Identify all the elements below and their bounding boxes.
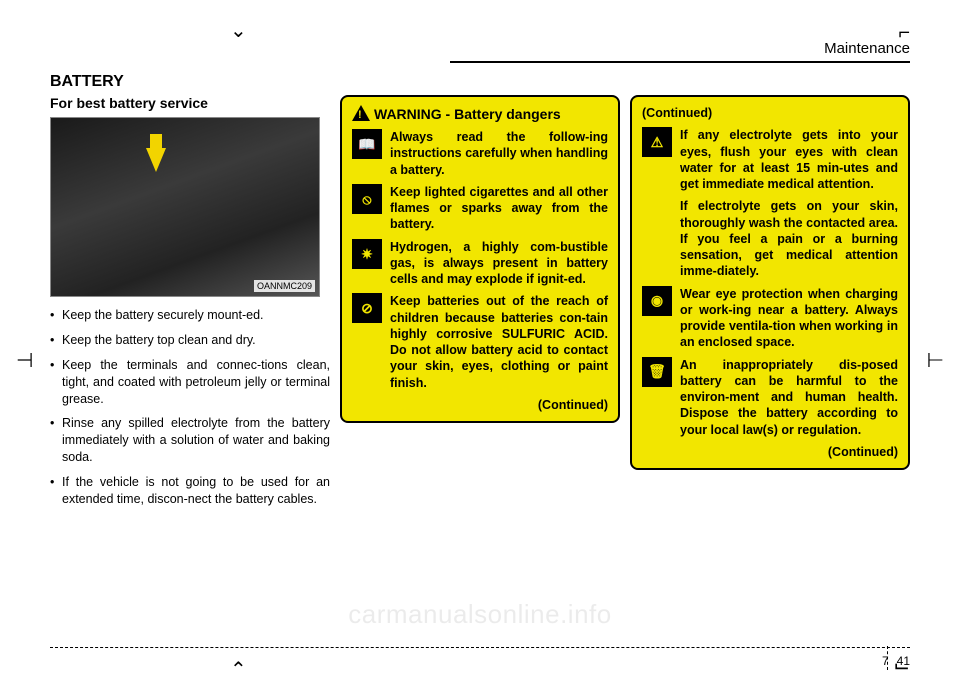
warning-triangle-icon [352,105,370,121]
manual-icon: 📖 [352,129,382,159]
warning-item: If electrolyte gets on your skin, thorou… [642,198,898,279]
goggles-icon: ◉ [642,286,672,316]
page-num: 41 [897,654,910,668]
warning-text: Keep lighted cigarettes and all other fl… [390,184,608,233]
warning-item: ⚠ If any electrolyte gets into your eyes… [642,127,898,192]
arrow-icon [146,148,166,172]
no-flame-icon: ⦸ [352,184,382,214]
warning-item: 📖 Always read the follow-ing instruction… [352,129,608,178]
column-3: (Continued) ⚠ If any electrolyte gets in… [630,95,910,516]
crop-mark: ⊣ [16,348,33,373]
warning-text: Keep batteries out of the reach of child… [390,293,608,391]
warning-item: ✷ Hydrogen, a highly com-bustible gas, i… [352,239,608,288]
warning-item: ⦸ Keep lighted cigarettes and all other … [352,184,608,233]
explosion-icon: ✷ [352,239,382,269]
warning-title-text: WARNING - Battery dangers [374,105,561,123]
warning-text: If any electrolyte gets into your eyes, … [680,127,898,192]
warning-prefix: WARNING - [374,106,450,122]
warning-text: An inappropriately dis-posed battery can… [680,357,898,438]
list-item: Keep the battery securely mount-ed. [50,307,330,324]
list-item: Rinse any spilled electrolyte from the b… [50,415,330,466]
section-title: BATTERY [50,73,910,91]
list-item: Keep the terminals and connec-tions clea… [50,357,330,408]
bullet-list: Keep the battery securely mount-ed. Keep… [50,307,330,508]
photo-code: OANNMC209 [254,280,315,292]
warning-title: WARNING - Battery dangers [352,105,608,123]
crop-mark: ⊢ [927,348,944,373]
warning-item: ◉ Wear eye protection when charging or w… [642,286,898,351]
warning-box-2: (Continued) ⚠ If any electrolyte gets in… [630,95,910,470]
page-number: 7 41 [882,654,910,668]
header-section: Maintenance [450,40,910,63]
warning-box-1: WARNING - Battery dangers 📖 Always read … [340,95,620,423]
warning-text: Hydrogen, a highly com-bustible gas, is … [390,239,608,288]
icon-spacer [642,198,672,279]
crop-mark: ⌃ [230,657,247,682]
column-1: For best battery service OANNMC209 Keep … [50,95,330,516]
warning-item: ⊘ Keep batteries out of the reach of chi… [352,293,608,391]
eye-hazard-icon: ⚠ [642,127,672,157]
warning-text: Always read the follow-ing instructions … [390,129,608,178]
warning-text: If electrolyte gets on your skin, thorou… [680,198,898,279]
footer-rule [50,647,910,648]
content-columns: For best battery service OANNMC209 Keep … [50,95,910,516]
continued-top: (Continued) [642,105,898,121]
disposal-bin-icon: 🗑 [642,357,672,387]
chapter-num: 7 [882,654,889,668]
continued-label: (Continued) [352,397,608,413]
list-item: If the vehicle is not going to be used f… [50,474,330,508]
list-item: Keep the battery top clean and dry. [50,332,330,349]
warning-main: Battery dangers [454,106,561,122]
warning-text: Wear eye protection when charging or wor… [680,286,898,351]
warning-item: 🗑 An inappropriately dis-posed battery c… [642,357,898,438]
page-body: Maintenance BATTERY For best battery ser… [50,40,910,640]
battery-photo: OANNMC209 [50,117,320,297]
keep-away-children-icon: ⊘ [352,293,382,323]
col1-subhead: For best battery service [50,95,330,111]
column-2: WARNING - Battery dangers 📖 Always read … [340,95,620,516]
continued-label: (Continued) [642,444,898,460]
